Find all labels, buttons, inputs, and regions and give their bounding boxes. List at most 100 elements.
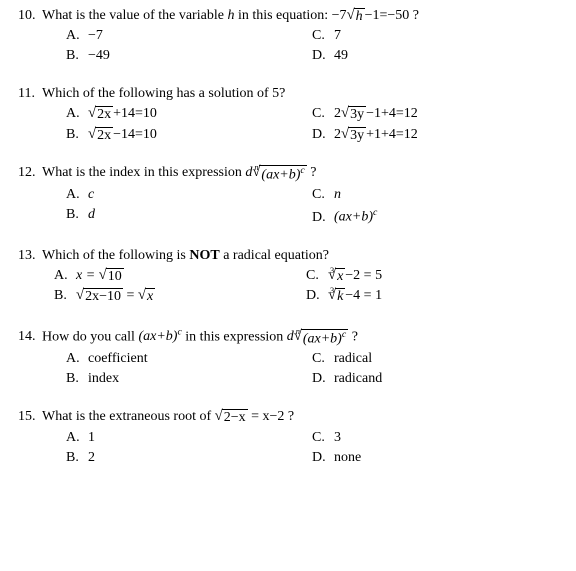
option-d: D. 3√k−4 = 1 — [306, 288, 558, 304]
options: A. √2x+14=10 C. 2√3y−1+4=12 B. √2x−14=10… — [18, 106, 558, 143]
opt-text: c — [88, 187, 94, 203]
option-c: C.7 — [312, 28, 558, 44]
option-b: B.−49 — [66, 48, 312, 64]
post: +14=10 — [113, 106, 157, 121]
option-b: B.index — [66, 371, 312, 387]
post: −14=10 — [113, 127, 157, 142]
opt-text: 1 — [88, 430, 95, 446]
q-number: 11. — [18, 86, 42, 102]
option-c: C.radical — [312, 351, 558, 367]
question-10: 10. What is the value of the variable h … — [18, 8, 558, 64]
option-c: C.3 — [312, 430, 558, 446]
radicand: 2x — [95, 127, 113, 143]
question-15: 15. What is the extraneous root of √2−x … — [18, 409, 558, 465]
radicand: 2x−10 — [83, 288, 123, 304]
opt-text: d — [88, 207, 95, 223]
q-number: 13. — [18, 248, 42, 264]
opt-text: coefficient — [88, 351, 148, 367]
option-b: B. √2x−14=10 — [66, 127, 312, 143]
options: A.c C.n B.d D.(ax+b)c — [18, 187, 558, 226]
post: −2 = 5 — [345, 268, 382, 283]
pre: 2 — [334, 127, 341, 142]
option-a: A.coefficient — [66, 351, 312, 367]
opt-text: radicand — [334, 371, 382, 387]
option-d: D.radicand — [312, 371, 558, 387]
opt-text: 2 — [88, 450, 95, 466]
q-stem-text: How do you call (ax+b)c in this expressi… — [42, 327, 358, 348]
stem-pre: What is the value of the variable — [42, 8, 227, 23]
options: A. x = √10 C. 3√x−2 = 5 B. √2x−10 = √x D… — [18, 268, 558, 305]
option-a: A. x = √10 — [54, 268, 306, 284]
stem-post: = x−2 ? — [251, 409, 294, 424]
radicand: 2−x — [222, 409, 248, 425]
option-a: A.c — [66, 187, 312, 203]
q-number: 12. — [18, 165, 42, 181]
paren: (ax+b) — [138, 329, 177, 344]
radicand: x — [335, 268, 345, 284]
exponent: c — [300, 165, 304, 176]
stem-equation: −7√h−1=−50 ? — [332, 8, 419, 23]
opt-text: 49 — [334, 48, 348, 64]
opt-text: 3 — [334, 430, 341, 446]
radicand: k — [335, 288, 345, 304]
radicand: x — [145, 288, 155, 304]
option-d: D. 2√3y+1+4=12 — [312, 127, 558, 143]
stem-not: NOT — [189, 248, 219, 263]
stem-pre: What is the index in this expression — [42, 165, 245, 180]
post: −4 = 1 — [345, 288, 382, 303]
radicand: (ax+b) — [303, 332, 342, 347]
pre: x = — [76, 268, 99, 283]
radicand: 3y — [348, 106, 366, 122]
exponent: c — [342, 329, 346, 340]
opt-text: −7 — [88, 28, 103, 44]
q-stem-text: What is the index in this expression dn√… — [42, 165, 317, 183]
eq-post: −1=−50 ? — [365, 8, 419, 23]
options: A.coefficient C.radical B.index D.radica… — [18, 351, 558, 387]
exponent: c — [373, 207, 377, 218]
stem-post: a radical equation? — [220, 248, 329, 263]
option-b: B. √2x−10 = √x — [54, 288, 306, 304]
stem-pre: What is the extraneous root of — [42, 409, 215, 424]
q-number: 15. — [18, 409, 42, 425]
opt-text: radical — [334, 351, 372, 367]
post: +1+4=12 — [366, 127, 418, 142]
option-d: D.(ax+b)c — [312, 207, 558, 226]
opt-text: 7 — [334, 28, 341, 44]
opt-text: index — [88, 371, 119, 387]
sqrt: √h — [347, 8, 365, 24]
exponent: c — [177, 327, 181, 338]
option-a: A. √2x+14=10 — [66, 106, 312, 122]
options: A.−7 C.7 B.−49 D.49 — [18, 28, 558, 64]
options: A.1 C.3 B.2 D.none — [18, 430, 558, 466]
q-number: 14. — [18, 329, 42, 345]
pre: 2 — [334, 106, 341, 121]
opt-text: n — [334, 187, 341, 203]
q-stem-text: Which of the following has a solution of… — [42, 86, 285, 102]
radicand: 10 — [106, 268, 124, 284]
q-stem-text: What is the value of the variable h in t… — [42, 8, 419, 24]
stem-mid: in this equation: — [234, 8, 331, 23]
radicand: 2x — [95, 106, 113, 122]
radicand: h — [354, 8, 365, 24]
option-c: C. 2√3y−1+4=12 — [312, 106, 558, 122]
post: −1+4=12 — [366, 106, 418, 121]
stem-pre: Which of the following is — [42, 248, 189, 263]
option-c: C.n — [312, 187, 558, 203]
radicand: 3y — [348, 127, 366, 143]
qmark: ? — [310, 165, 316, 180]
question-12: 12. What is the index in this expression… — [18, 165, 558, 226]
stem-pre: How do you call — [42, 329, 135, 344]
stem-mid: in this expression — [185, 329, 287, 344]
option-b: B.2 — [66, 450, 312, 466]
option-d: D.49 — [312, 48, 558, 64]
question-14: 14. How do you call (ax+b)c in this expr… — [18, 327, 558, 388]
option-a: A.−7 — [66, 28, 312, 44]
option-c: C. 3√x−2 = 5 — [306, 268, 558, 284]
coef: d — [245, 165, 252, 180]
opt-text: none — [334, 450, 361, 466]
mid: = — [123, 288, 138, 303]
opt-text: (ax+b) — [334, 210, 373, 225]
qmark: ? — [352, 329, 358, 344]
q-stem-text: Which of the following is NOT a radical … — [42, 248, 329, 264]
option-d: D.none — [312, 450, 558, 466]
